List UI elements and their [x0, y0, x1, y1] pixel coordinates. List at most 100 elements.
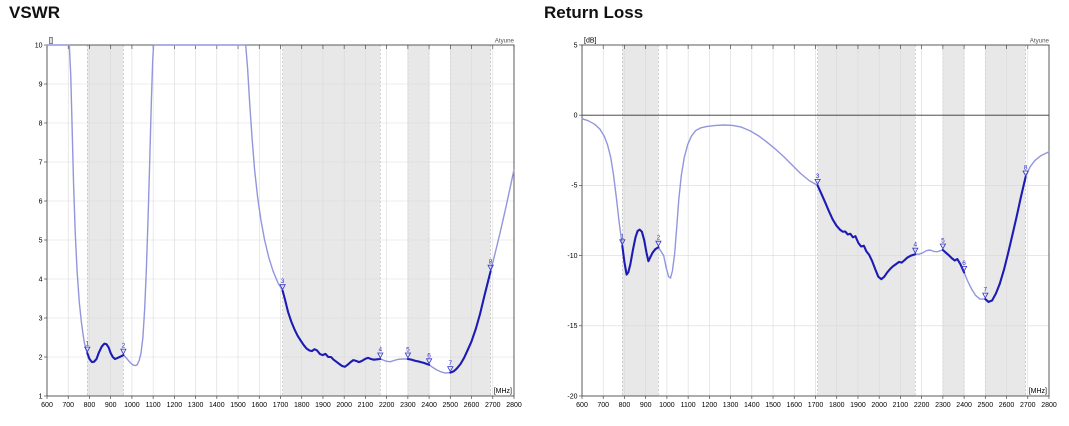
x-tick-label: 2000	[871, 402, 887, 409]
x-tick-label: 2600	[999, 402, 1015, 409]
band-regions	[621, 45, 1026, 396]
x-tick-label: 1800	[294, 402, 310, 409]
y-tick-label: 1	[39, 393, 43, 400]
marker-label: 6	[427, 352, 431, 359]
marker-label: 1	[85, 341, 89, 348]
marker-triangle-icon	[814, 179, 821, 186]
marker-label: 7	[448, 360, 452, 367]
trace-in-band	[449, 270, 492, 374]
x-tick-label: 1600	[251, 402, 267, 409]
band-region	[942, 45, 965, 396]
x-tick-label: 800	[84, 402, 96, 409]
trace-in-band	[621, 228, 660, 276]
y-tick-label: 7	[39, 159, 43, 166]
marker-label: 5	[941, 238, 945, 245]
marker-triangle-icon	[960, 266, 968, 273]
marker-label: 3	[816, 173, 820, 180]
gridlines	[582, 45, 1049, 396]
x-tick-label: 1300	[188, 402, 204, 409]
marker-triangle-icon	[404, 352, 412, 359]
return-loss-title: Return Loss	[544, 3, 644, 22]
x-tick-label: 2700	[1020, 402, 1036, 409]
marker-triangle-icon	[447, 366, 454, 373]
x-tick-label: 600	[41, 402, 53, 409]
marker-label: 5	[406, 347, 410, 354]
x-tick-label: 2500	[443, 402, 459, 409]
x-tick-label: 2300	[400, 402, 416, 409]
y-tick-label: -5	[571, 183, 577, 190]
x-tick-label: 2400	[956, 402, 972, 409]
y-tick-label: 10	[35, 42, 43, 49]
x-tick-label: 1700	[273, 402, 289, 409]
x-tick-label: 1300	[723, 402, 739, 409]
trace-in-band	[86, 342, 125, 364]
x-unit-label: [MHz]	[494, 388, 512, 395]
x-tick-label: 1900	[850, 402, 866, 409]
marker-label: 1	[620, 233, 624, 240]
markers: 1 2 3 4 5 6 7 8	[619, 165, 1029, 299]
band-region	[450, 45, 491, 396]
x-tick-label: 1000	[659, 402, 675, 409]
marker-label: 3	[281, 278, 285, 285]
y-unit-label: [dB]	[584, 38, 597, 45]
y-tick-label: 2	[39, 354, 43, 361]
band-region	[407, 45, 430, 396]
vswr-chart: 600 700 800 900 1000 1100 1200 1300 1400 1500 1600…	[35, 38, 522, 410]
marker-triangle-icon	[84, 346, 91, 353]
band-region	[622, 45, 659, 396]
axis-ticks-and-labels: 600 700 800 900 1000 1100 1200 1300 1400 1500 1600…	[35, 42, 522, 409]
x-tick-label: 2400	[421, 402, 437, 409]
axis-ticks-and-labels: 600 700 800 900 1000 1100 1200 1300 1400 1500 1600…	[567, 42, 1057, 409]
y-unit-label: []	[49, 38, 53, 45]
marker-label: 2	[122, 343, 126, 350]
marker-triangle-icon	[982, 292, 989, 299]
x-tick-label: 2100	[358, 402, 374, 409]
marker-label: 6	[962, 260, 966, 267]
x-tick-label: 700	[62, 402, 74, 409]
x-tick-label: 2700	[485, 402, 501, 409]
x-tick-label: 2300	[935, 402, 951, 409]
x-unit-label: [MHz]	[1029, 388, 1047, 395]
markers: 1 2 3 4 5 6 7 8	[84, 259, 494, 373]
y-tick-label: 5	[574, 42, 578, 49]
marker-label: 8	[1024, 165, 1028, 172]
x-tick-label: 1200	[167, 402, 183, 409]
return-loss-chart: 600 700 800 900 1000 1100 1200 1300 1400 1500 1600…	[567, 38, 1057, 410]
x-tick-label: 1000	[124, 402, 140, 409]
marker-triangle-icon	[912, 247, 919, 254]
marker-label: 4	[913, 242, 917, 249]
marker-triangle-icon	[377, 352, 384, 359]
marker-label: 4	[378, 347, 382, 354]
y-tick-label: -10	[567, 253, 577, 260]
watermark: Atyune	[495, 38, 515, 45]
marker-triangle-icon	[120, 348, 127, 355]
y-tick-label: 5	[39, 237, 43, 244]
x-tick-label: 900	[105, 402, 117, 409]
gridlines	[47, 45, 514, 396]
x-tick-label: 1900	[315, 402, 331, 409]
x-tick-label: 2100	[893, 402, 909, 409]
watermark: Atyune	[1030, 38, 1050, 45]
marker-triangle-icon	[619, 239, 626, 246]
marker-triangle-icon	[487, 264, 494, 271]
marker-triangle-icon	[425, 358, 433, 365]
x-tick-label: 2200	[914, 402, 930, 409]
x-tick-label: 1400	[209, 402, 225, 409]
trace-in-band	[941, 248, 966, 274]
x-tick-label: 600	[576, 402, 588, 409]
x-tick-label: 1400	[744, 402, 760, 409]
y-tick-label: -15	[567, 323, 577, 330]
return-loss-panel: Return Loss 600 700 800 900 1000 1100 1200 1300…	[535, 0, 1069, 426]
x-tick-label: 1600	[786, 402, 802, 409]
marker-triangle-icon	[1022, 170, 1029, 177]
x-tick-label: 1100	[146, 402, 161, 409]
x-tick-label: 1100	[681, 402, 696, 409]
trace-in-band	[406, 357, 431, 366]
x-tick-label: 2200	[379, 402, 395, 409]
trace-in-band	[984, 175, 1027, 303]
y-tick-label: 3	[39, 315, 43, 322]
x-tick-label: 1800	[829, 402, 845, 409]
y-tick-label: 4	[39, 276, 43, 283]
x-tick-label: 1500	[765, 402, 781, 409]
marker-label: 2	[657, 235, 661, 242]
